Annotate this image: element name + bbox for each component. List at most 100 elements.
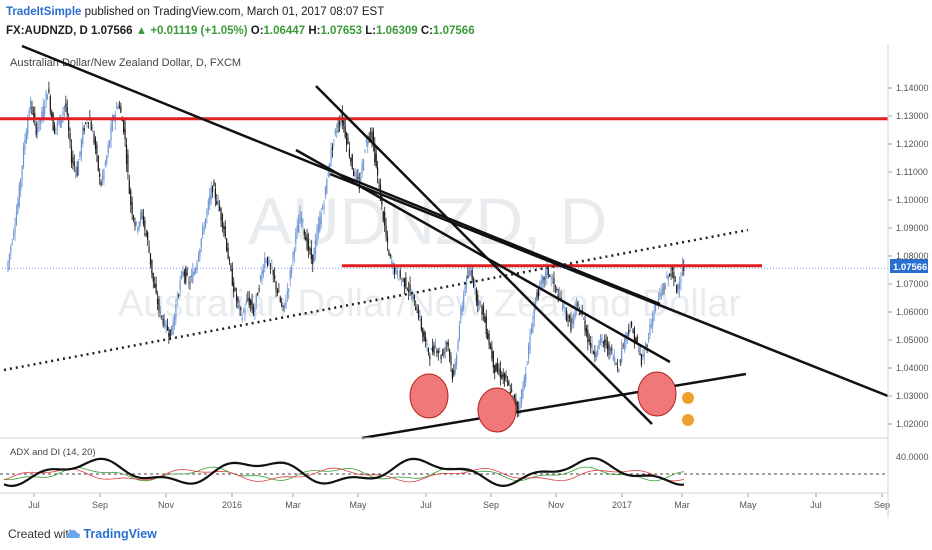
candle-body <box>391 262 393 265</box>
candle-body <box>237 297 239 303</box>
candle-body <box>388 251 390 255</box>
candle-body <box>8 253 11 263</box>
candle-body <box>268 259 270 265</box>
candle-body <box>168 333 170 337</box>
candle-body <box>214 188 216 199</box>
x-tick-label: 2017 <box>612 500 632 510</box>
candle-body <box>97 155 99 171</box>
candle-body <box>485 316 487 335</box>
candle-body <box>670 274 672 277</box>
candle-body <box>116 106 118 109</box>
candle-body <box>567 320 569 322</box>
candle-body <box>590 342 592 348</box>
author-link[interactable]: TradeItSimple <box>6 6 82 18</box>
price-axis[interactable]: 1.14000 1.13000 1.12000 1.11000 1.10000 1.090… <box>888 83 929 429</box>
candle-body <box>522 386 524 399</box>
tradingview-logo[interactable]: TradingView <box>66 527 157 541</box>
candle-body <box>647 338 650 341</box>
candle-body <box>303 230 305 236</box>
candle-body <box>460 309 462 319</box>
chart-header: TradeItSimple published on TradingView.c… <box>0 0 932 44</box>
candle-body <box>653 313 655 315</box>
candle-body <box>219 205 221 211</box>
candle-body <box>416 311 418 313</box>
candle-body <box>79 151 81 157</box>
candle-body <box>494 365 496 373</box>
candle-body <box>561 307 564 309</box>
candle-body <box>39 120 42 122</box>
candle-body <box>520 389 523 403</box>
candle-body <box>106 155 108 163</box>
candle-body <box>588 339 590 342</box>
candle-body <box>542 276 544 284</box>
candle-body <box>196 262 198 270</box>
candle-body <box>408 289 410 293</box>
candle-body <box>182 272 184 275</box>
candle-body <box>63 106 66 110</box>
candle-body <box>645 343 647 350</box>
candle-body <box>104 162 106 166</box>
candle-body <box>616 366 619 368</box>
candle-body <box>189 282 191 284</box>
candle-body <box>337 126 339 128</box>
candle-body <box>338 121 341 126</box>
candle-body <box>162 318 164 326</box>
candle-body <box>204 218 207 229</box>
candle-body <box>384 211 386 226</box>
candle-body <box>532 322 534 333</box>
candle-body <box>608 344 610 355</box>
candle-body <box>403 278 406 287</box>
candle-body <box>605 340 607 342</box>
candle-body <box>326 178 328 194</box>
x-tick-label: Sep <box>92 500 108 510</box>
candle-body <box>118 105 121 108</box>
candle-body <box>377 167 379 176</box>
candle-body <box>550 277 552 279</box>
chart-canvas[interactable]: AUDNZD, D Australian Dollar/New Zealand … <box>0 44 932 518</box>
candle-body <box>354 171 356 177</box>
candle-body <box>654 302 657 312</box>
candle-body <box>512 395 514 399</box>
candle-body <box>379 184 382 201</box>
candle-body <box>310 248 312 260</box>
candle-body <box>42 105 44 121</box>
candle-body <box>385 225 387 237</box>
candle-body <box>347 138 349 144</box>
candle-body <box>24 140 26 150</box>
candle-body <box>271 266 273 269</box>
candle-body <box>171 325 173 336</box>
y-tick-label: 1.12000 <box>896 139 929 149</box>
candle-body <box>195 268 197 273</box>
candle-body <box>629 329 631 331</box>
candle-body <box>147 232 149 240</box>
candle-body <box>599 335 602 343</box>
x-tick-label: Sep <box>874 500 890 510</box>
candle-body <box>450 356 452 365</box>
candle-body <box>544 271 547 280</box>
candle-body <box>319 217 321 232</box>
candle-body <box>312 254 314 265</box>
candle-body <box>578 313 580 315</box>
time-axis[interactable]: Jul Sep Nov 2016 Mar May Jul Sep Nov 2017 Mar May Ju… <box>0 492 890 510</box>
candle-body <box>282 305 284 307</box>
candle-body <box>680 278 682 283</box>
candle-body <box>642 354 644 357</box>
candle-body <box>592 351 595 354</box>
candle-body <box>427 348 430 353</box>
candle-body <box>200 238 202 248</box>
candle-body <box>671 267 674 271</box>
candle-body <box>55 127 57 129</box>
candle-body <box>99 173 101 177</box>
candle-body <box>27 119 29 134</box>
candle-body <box>35 123 37 135</box>
candle-body <box>678 283 681 290</box>
candle-body <box>265 261 267 263</box>
candle-body <box>276 289 279 294</box>
candle-body <box>278 291 280 293</box>
candle-body <box>117 106 119 108</box>
candle-body <box>245 299 248 304</box>
candle-body <box>235 294 238 302</box>
candle-body <box>443 350 445 355</box>
candle-body <box>221 214 224 228</box>
candle-body <box>190 275 193 278</box>
